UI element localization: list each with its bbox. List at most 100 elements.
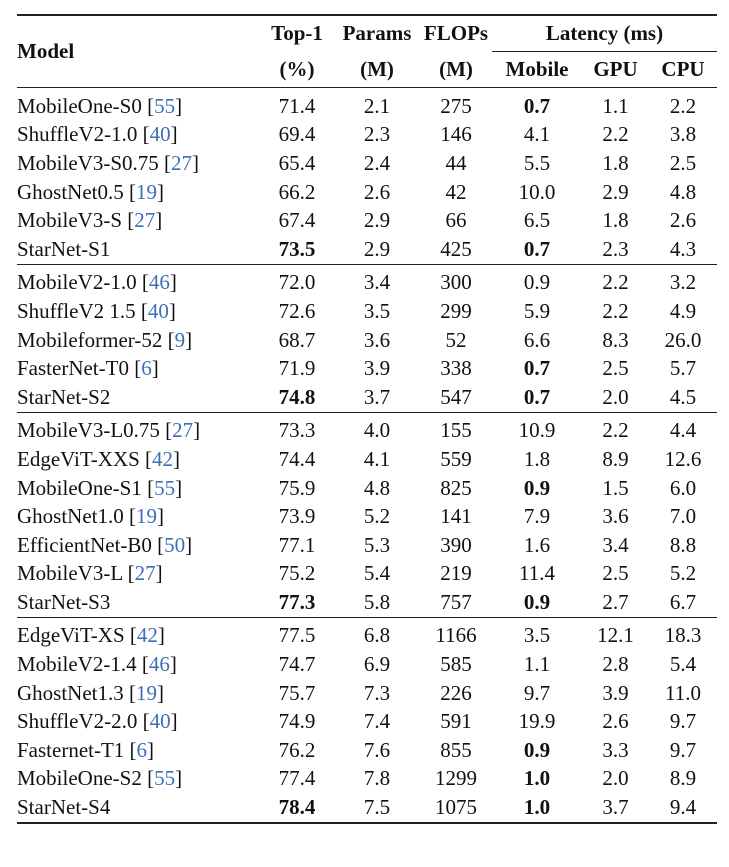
flops-cell: 338 (440, 356, 472, 381)
flops-cell: 219 (440, 561, 472, 586)
table-row: Fasternet-T1 [6] 76.2 7.6 855 0.9 3.3 9.7 (17, 736, 717, 765)
top1-cell: 73.9 (278, 504, 316, 529)
table-row: MobileV3-S0.75 [27] 65.4 2.4 44 5.5 1.8 2.5 (17, 149, 717, 178)
params-cell: 2.3 (363, 122, 391, 147)
model-name: StarNet-S2 (17, 384, 111, 409)
params-cell: 3.5 (363, 298, 391, 323)
params-cell: 5.3 (363, 532, 391, 557)
flops-cell: 591 (440, 709, 472, 734)
mobile-cell: 19.9 (518, 709, 556, 734)
citation-link[interactable]: 40 (149, 122, 171, 147)
citation-link[interactable]: 27 (134, 561, 156, 586)
top1-cell: 72.0 (278, 270, 316, 295)
citation-link[interactable]: 40 (149, 709, 171, 734)
params-cell: 7.4 (363, 709, 391, 734)
top1-cell: 71.9 (278, 356, 316, 381)
model-name: StarNet-S4 (17, 795, 111, 820)
gpu-cell: 2.6 (602, 709, 629, 734)
flops-cell: 559 (440, 446, 472, 471)
model-cell: StarNet-S4 (17, 793, 260, 823)
cpu-cell: 4.3 (669, 236, 697, 261)
top1-cell: 69.4 (278, 122, 316, 147)
model-name: FasterNet-T0 (17, 356, 129, 381)
model-name: ShuffleV2 1.5 (17, 298, 136, 323)
table-row: MobileOne-S1 [55] 75.9 4.8 825 0.9 1.5 6.0 (17, 474, 717, 503)
cpu-cell: 12.6 (664, 446, 702, 471)
top1-cell: 74.8 (278, 384, 316, 409)
flops-cell: 299 (440, 298, 472, 323)
table-row: GhostNet1.3 [19] 75.7 7.3 226 9.7 3.9 11.0 (17, 679, 717, 708)
table-row: MobileOne-S2 [55] 77.4 7.8 1299 1.0 2.0 8.9 (17, 765, 717, 794)
citation-link[interactable]: 27 (134, 208, 156, 233)
table-row: MobileV2-1.4 [46] 74.7 6.9 585 1.1 2.8 5.4 (17, 650, 717, 679)
citation-link[interactable]: 55 (154, 93, 176, 118)
flops-cell: 547 (440, 384, 472, 409)
mobile-cell: 6.6 (523, 327, 551, 352)
top1-cell: 68.7 (278, 327, 316, 352)
citation-link[interactable]: 27 (172, 418, 194, 443)
citation-link[interactable]: 46 (148, 652, 170, 677)
model-name: StarNet-S3 (17, 589, 111, 614)
table-row: MobileV2-1.0 [46] 72.0 3.4 300 0.9 2.2 3.2 (17, 264, 717, 297)
citation-link[interactable]: 19 (136, 680, 157, 705)
citation-link[interactable]: 9 (174, 327, 186, 352)
model-cell: ShuffleV2-2.0 [40] (17, 709, 178, 734)
citation-link[interactable]: 19 (136, 504, 157, 529)
table-row: FasterNet-T0 [6] 71.9 3.9 338 0.7 2.5 5.7 (17, 354, 717, 383)
gpu-cell: 2.2 (602, 298, 629, 323)
top1-cell: 77.5 (278, 623, 316, 648)
model-cell: MobileOne-S0 [55] (17, 93, 183, 118)
citation-link[interactable]: 46 (148, 270, 170, 295)
table-row: StarNet-S2 74.8 3.7 547 0.7 2.0 4.5 (17, 383, 717, 413)
flops-cell: 300 (440, 270, 472, 295)
table-row: MobileV3-S [27] 67.4 2.9 66 6.5 1.8 2.6 (17, 206, 717, 235)
gpu-cell: 2.5 (602, 561, 629, 586)
flops-cell: 585 (440, 652, 472, 677)
model-name: EdgeViT-XXS (17, 446, 140, 471)
table-header: Model Top-1 Params FLOPs Latency (ms) (%… (17, 15, 717, 88)
model-name: ShuffleV2-1.0 (17, 122, 138, 147)
mobile-cell: 1.0 (523, 766, 551, 791)
table-row: ShuffleV2-1.0 [40] 69.4 2.3 146 4.1 2.2 3.8 (17, 121, 717, 150)
model-cell: MobileV3-S [27] (17, 208, 163, 233)
mobile-cell: 1.6 (523, 532, 551, 557)
cpu-cell: 8.8 (669, 532, 697, 557)
citation-link[interactable]: 19 (136, 179, 157, 204)
mobile-cell: 0.7 (523, 384, 551, 409)
flops-cell: 66 (445, 208, 467, 233)
gpu-cell: 1.8 (602, 208, 629, 233)
cpu-cell: 9.7 (669, 709, 697, 734)
flops-cell: 275 (440, 93, 472, 118)
citation-link[interactable]: 6 (141, 356, 152, 381)
table-row: GhostNet1.0 [19] 73.9 5.2 141 7.9 3.6 7.0 (17, 502, 717, 531)
cpu-cell: 6.0 (669, 475, 697, 500)
citation-link[interactable]: 42 (152, 446, 174, 471)
top1-cell: 65.4 (278, 150, 316, 175)
model-cell: GhostNet1.3 [19] (17, 680, 164, 705)
citation-link[interactable]: 50 (164, 532, 186, 557)
gpu-cell: 2.0 (602, 766, 629, 791)
citation-link[interactable]: 40 (147, 298, 169, 323)
top1-cell: 75.7 (278, 680, 316, 705)
model-name: GhostNet1.3 (17, 680, 124, 705)
table-row: MobileV3-L [27] 75.2 5.4 219 11.4 2.5 5.2 (17, 560, 717, 589)
header-model: Model (17, 39, 75, 63)
flops-cell: 226 (440, 680, 472, 705)
citation-link[interactable]: 6 (136, 737, 148, 762)
citation-link[interactable]: 55 (154, 766, 176, 791)
gpu-cell: 2.9 (602, 179, 629, 204)
model-name: MobileV3-L (17, 561, 123, 586)
citation-link[interactable]: 55 (154, 475, 176, 500)
citation-link[interactable]: 27 (171, 150, 192, 175)
cpu-cell: 5.4 (669, 652, 697, 677)
gpu-cell: 2.7 (602, 589, 629, 614)
mobile-cell: 10.0 (518, 179, 556, 204)
citation-link[interactable]: 42 (136, 623, 158, 648)
cpu-cell: 26.0 (664, 327, 702, 352)
top1-cell: 75.9 (278, 475, 316, 500)
flops-cell: 757 (440, 589, 472, 614)
gpu-cell: 2.5 (602, 356, 629, 381)
model-name: StarNet-S1 (17, 236, 111, 261)
model-cell: MobileV2-1.0 [46] (17, 270, 177, 295)
flops-cell: 141 (440, 504, 472, 529)
